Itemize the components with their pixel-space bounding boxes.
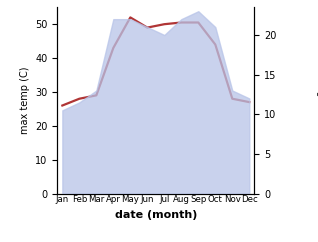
Y-axis label: max temp (C): max temp (C) [20,67,30,134]
Y-axis label: med. precipitation
(kg/m2): med. precipitation (kg/m2) [315,59,318,142]
X-axis label: date (month): date (month) [114,210,197,219]
